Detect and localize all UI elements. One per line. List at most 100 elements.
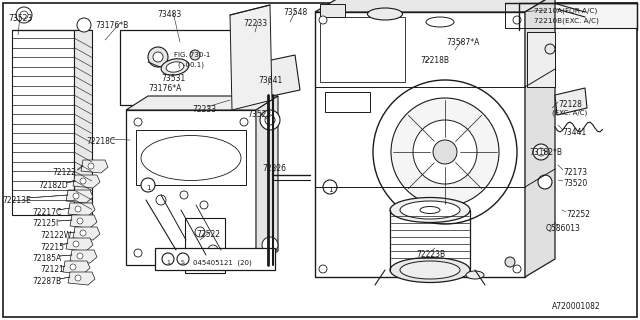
- Circle shape: [75, 206, 81, 212]
- Polygon shape: [230, 5, 272, 110]
- Text: 045405121  (20): 045405121 (20): [193, 260, 252, 266]
- Text: 73483: 73483: [157, 10, 181, 19]
- Text: 72522: 72522: [196, 230, 220, 239]
- Bar: [155, 248, 275, 270]
- Circle shape: [240, 118, 248, 126]
- Text: 73641: 73641: [258, 76, 282, 85]
- Polygon shape: [525, 0, 555, 277]
- Bar: [185, 218, 225, 273]
- Polygon shape: [66, 190, 93, 203]
- Polygon shape: [256, 96, 278, 265]
- Ellipse shape: [390, 258, 470, 283]
- Circle shape: [77, 18, 91, 32]
- Circle shape: [391, 98, 499, 206]
- Circle shape: [73, 241, 79, 247]
- Ellipse shape: [166, 62, 184, 72]
- Circle shape: [262, 237, 278, 253]
- Ellipse shape: [367, 8, 403, 20]
- Circle shape: [265, 115, 275, 125]
- Polygon shape: [73, 175, 100, 188]
- Text: ( -00.1): ( -00.1): [178, 62, 204, 68]
- Text: 72215: 72215: [40, 243, 64, 252]
- Circle shape: [148, 47, 168, 67]
- Polygon shape: [73, 227, 100, 240]
- Circle shape: [153, 52, 163, 62]
- Text: 73441: 73441: [562, 128, 586, 137]
- Bar: [126, 110, 256, 265]
- Text: 72218B: 72218B: [420, 56, 449, 65]
- Polygon shape: [320, 4, 345, 17]
- Polygon shape: [68, 272, 95, 285]
- Circle shape: [156, 195, 166, 205]
- Text: A720001082: A720001082: [552, 302, 600, 311]
- Circle shape: [195, 227, 205, 237]
- Text: 73176*A: 73176*A: [148, 84, 181, 93]
- Text: S: S: [181, 260, 185, 266]
- Text: 72233: 72233: [243, 19, 267, 28]
- Text: 72210B(EXC. A/C): 72210B(EXC. A/C): [534, 18, 599, 25]
- Circle shape: [141, 178, 155, 192]
- Circle shape: [433, 140, 457, 164]
- Polygon shape: [74, 30, 92, 215]
- Polygon shape: [70, 215, 97, 228]
- Circle shape: [73, 193, 79, 199]
- Circle shape: [70, 264, 76, 270]
- Text: 72121: 72121: [40, 265, 64, 274]
- Text: 1: 1: [166, 260, 170, 265]
- Circle shape: [80, 178, 86, 184]
- Ellipse shape: [420, 206, 440, 213]
- Text: 73176*B: 73176*B: [95, 21, 128, 30]
- Ellipse shape: [466, 271, 484, 279]
- Polygon shape: [66, 238, 93, 251]
- Polygon shape: [505, 3, 637, 28]
- Text: 72213E: 72213E: [2, 196, 31, 205]
- Ellipse shape: [390, 197, 470, 222]
- Circle shape: [513, 16, 521, 24]
- Circle shape: [88, 163, 94, 169]
- Text: 72223B: 72223B: [416, 250, 445, 259]
- Ellipse shape: [400, 261, 460, 279]
- Bar: [527, 32, 555, 87]
- Text: 73523: 73523: [8, 14, 32, 23]
- Circle shape: [208, 245, 218, 255]
- Text: (EXC. A/C): (EXC. A/C): [552, 110, 588, 116]
- Circle shape: [180, 191, 188, 199]
- Text: 72252: 72252: [566, 210, 590, 219]
- Bar: [120, 30, 238, 105]
- Polygon shape: [315, 0, 555, 12]
- Text: 1: 1: [328, 187, 332, 193]
- Bar: [315, 12, 525, 277]
- Polygon shape: [555, 88, 587, 115]
- Text: 73522: 73522: [247, 110, 271, 119]
- Text: 72182D: 72182D: [38, 181, 68, 190]
- Circle shape: [319, 16, 327, 24]
- Polygon shape: [70, 250, 97, 263]
- Text: Q586013: Q586013: [546, 224, 581, 233]
- Text: 72210A(FOR A/C): 72210A(FOR A/C): [534, 8, 597, 14]
- Circle shape: [545, 44, 555, 54]
- Circle shape: [260, 110, 280, 130]
- Circle shape: [200, 201, 208, 209]
- Text: 72218C: 72218C: [86, 137, 115, 146]
- Text: 72226: 72226: [262, 164, 286, 173]
- Circle shape: [77, 218, 83, 224]
- Text: 72233: 72233: [192, 105, 216, 114]
- Circle shape: [513, 265, 521, 273]
- Text: 72217C: 72217C: [32, 208, 61, 217]
- Circle shape: [323, 180, 337, 194]
- Text: 72287B: 72287B: [32, 277, 61, 286]
- Text: 72173: 72173: [563, 168, 587, 177]
- Circle shape: [80, 230, 86, 236]
- Text: 73587*A: 73587*A: [446, 38, 479, 47]
- Polygon shape: [63, 261, 90, 274]
- Text: 72122W: 72122W: [40, 231, 72, 240]
- Bar: [12, 30, 74, 215]
- Circle shape: [240, 249, 248, 257]
- Text: 73548: 73548: [283, 8, 307, 17]
- Circle shape: [162, 253, 174, 265]
- Circle shape: [537, 148, 545, 156]
- Text: 72125I: 72125I: [32, 219, 58, 228]
- Circle shape: [319, 265, 327, 273]
- Polygon shape: [68, 203, 95, 216]
- Circle shape: [134, 249, 142, 257]
